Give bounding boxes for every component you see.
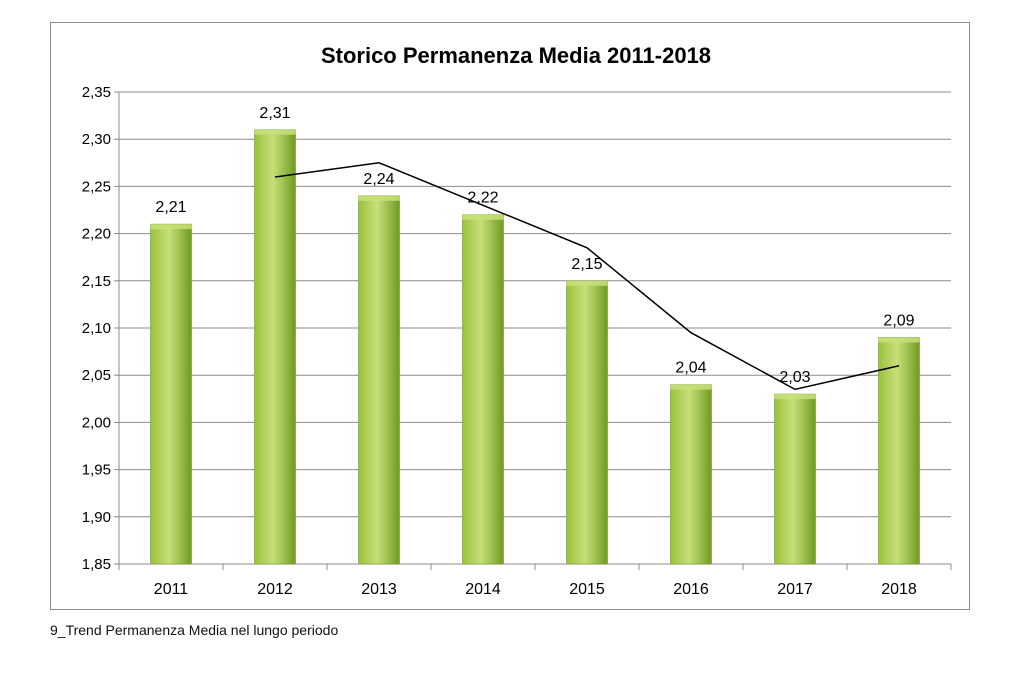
x-tick-label: 2015: [569, 581, 605, 598]
bar-top-highlight: [462, 214, 504, 220]
y-tick-label: 1,90: [82, 509, 111, 526]
bar: [462, 214, 504, 565]
y-tick-label: 2,35: [82, 84, 111, 101]
data-label: 2,15: [571, 256, 602, 273]
data-labels: 2,21 2,31 2,24 2,22 2,15 2,04 2,03 2,09: [155, 105, 914, 386]
bar: [358, 195, 400, 565]
chart-title: Storico Permanenza Media 2011-2018: [321, 43, 711, 68]
bar-top-highlight: [254, 129, 296, 135]
chart-frame: Storico Permanenza Media 2011-2018 1,85 1…: [50, 22, 970, 610]
data-label: 2,22: [467, 190, 498, 207]
data-label: 2,21: [155, 199, 186, 216]
bar: [878, 337, 920, 565]
data-label: 2,03: [779, 369, 810, 386]
x-tick-label: 2014: [465, 581, 501, 598]
bar-chart: Storico Permanenza Media 2011-2018 1,851…: [82, 43, 952, 598]
bar-top-highlight: [670, 384, 712, 390]
bar: [150, 223, 192, 565]
y-tick-label: 2,05: [82, 367, 111, 384]
bar-top-highlight: [358, 195, 400, 201]
data-label: 2,31: [259, 105, 290, 122]
trendline: [274, 162, 900, 391]
y-tick-label: 2,15: [82, 273, 111, 290]
bar-top-highlight: [774, 394, 816, 400]
y-tick-label: 1,85: [82, 556, 111, 573]
figure-caption: 9_Trend Permanenza Media nel lungo perio…: [50, 622, 339, 638]
y-tick-label: 2,00: [82, 414, 111, 431]
bar-top-highlight: [566, 280, 608, 286]
bars: [150, 129, 920, 565]
bar: [254, 129, 296, 565]
y-tick-label: 2,20: [82, 226, 111, 243]
bar: [774, 393, 816, 565]
y-tick-label: 2,25: [82, 178, 111, 195]
y-tick-label: 2,10: [82, 320, 111, 337]
trendline-layer: [274, 162, 900, 391]
gridlines: [114, 91, 952, 570]
x-tick-label: 2011: [154, 581, 189, 598]
bar-top-highlight: [150, 224, 192, 230]
x-tick-label: 2018: [881, 581, 917, 598]
bar-top-highlight: [878, 337, 920, 343]
y-tick-label: 1,95: [82, 462, 111, 479]
x-tick-label: 2016: [673, 581, 709, 598]
x-tick-label: 2017: [777, 581, 813, 598]
data-label: 2,04: [675, 360, 706, 377]
x-axis-ticks: 2011 2012 2013 2014 2015 2016 2017 2018: [154, 581, 917, 598]
bar: [670, 384, 712, 565]
data-label: 2,24: [363, 171, 394, 188]
x-tick-label: 2013: [361, 581, 397, 598]
x-tick-label: 2012: [257, 581, 293, 598]
bar: [566, 280, 608, 565]
data-label: 2,09: [883, 312, 914, 329]
y-tick-label: 2,30: [82, 131, 111, 148]
y-axis-ticks: 1,85 1,90 1,95 2,00 2,05 2,10 2,15 2,20 2,25 2,30…: [82, 84, 111, 573]
